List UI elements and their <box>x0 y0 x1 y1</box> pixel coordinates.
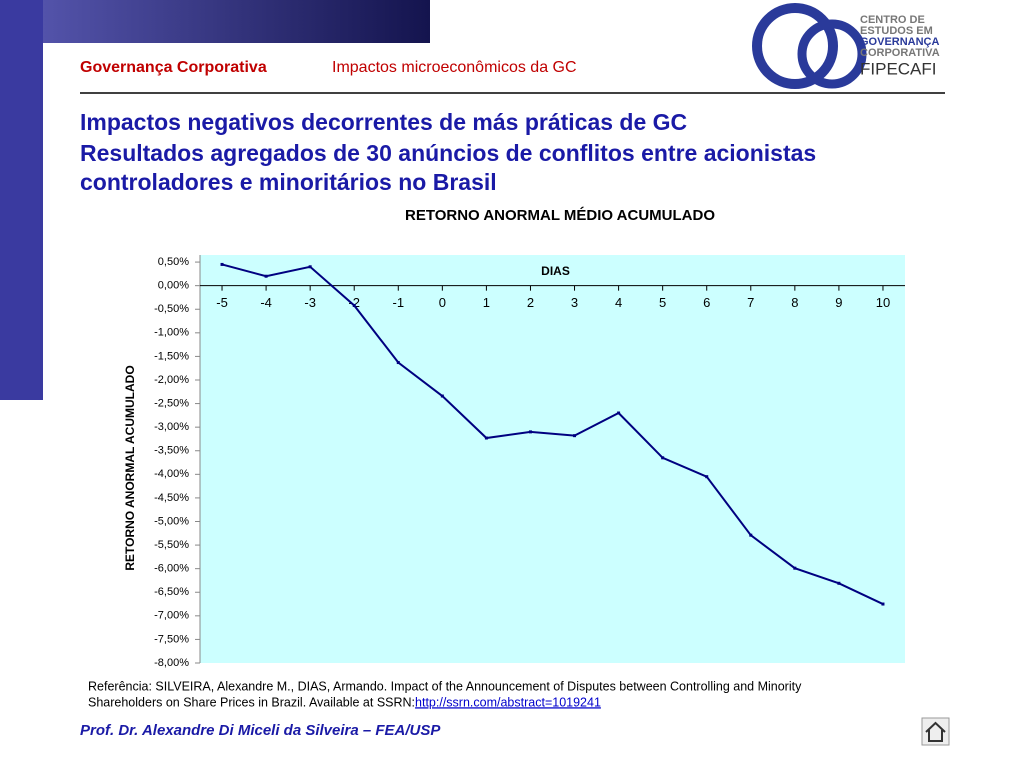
y-tick-label: 0,50% <box>158 256 189 268</box>
logo-text: CENTRO DE <box>860 14 925 26</box>
y-tick-label: -5,50% <box>154 539 189 551</box>
point <box>220 262 224 266</box>
point <box>881 602 885 606</box>
point <box>793 566 797 570</box>
x-tick-label: 8 <box>791 295 798 310</box>
y-tick-label: -2,50% <box>154 397 189 409</box>
y-tick-label: 0,00% <box>158 280 189 292</box>
y-tick-label: -7,50% <box>154 633 189 645</box>
point <box>352 303 356 307</box>
y-tick-label: -6,00% <box>154 563 189 575</box>
y-tick-label: -6,50% <box>154 586 189 598</box>
title-line: Resultados agregados de 30 anúncios de c… <box>80 140 816 166</box>
x-tick-label: -1 <box>393 295 405 310</box>
point <box>617 411 621 415</box>
plot: 0,50% 0,00% -0,50% -1,00% -1,50% -2,00% -2,50%… <box>123 255 905 669</box>
x-tick-label: 1 <box>483 295 490 310</box>
x-tick-label: 2 <box>527 295 534 310</box>
home-icon[interactable] <box>925 721 946 742</box>
point <box>749 533 753 537</box>
point <box>440 394 444 398</box>
point <box>264 274 268 278</box>
logo: CENTRO DE ESTUDOS EM GOVERNANÇA CORPORAT… <box>752 3 940 89</box>
y-tick-label: -0,50% <box>154 303 189 315</box>
side-band <box>0 0 43 400</box>
reference-line: Shareholders on Share Prices in Brazil. … <box>88 695 415 709</box>
point <box>573 434 577 438</box>
x-tick-label: 9 <box>835 295 842 310</box>
point <box>484 436 488 440</box>
logo-text: GOVERNANÇA <box>860 36 940 48</box>
logo-text: CORPORATIVA <box>860 47 940 59</box>
x-tick-label: -2 <box>348 295 360 310</box>
x-tick-label: -4 <box>260 295 272 310</box>
x-tick-label: -3 <box>304 295 316 310</box>
x-tick-label: 5 <box>659 295 666 310</box>
reference-link[interactable]: http://ssrn.com/abstract=1019241 <box>415 695 601 709</box>
logo-text: ESTUDOS EM <box>860 25 933 37</box>
y-tick-label: -1,50% <box>154 350 189 362</box>
title-line: Impactos negativos decorrentes de más pr… <box>80 109 687 135</box>
x-tick-label: 4 <box>615 295 622 310</box>
y-tick-label: -3,00% <box>154 421 189 433</box>
y-tick-label: -7,00% <box>154 610 189 622</box>
point <box>705 475 709 479</box>
x-tick-label: 6 <box>703 295 710 310</box>
x-tick-label: 3 <box>571 295 578 310</box>
point <box>661 456 665 460</box>
section: Governança Corporativa <box>80 59 267 76</box>
logo-text: FIPECAFI <box>860 59 937 78</box>
logo-ring <box>752 3 838 89</box>
x-tick-label: 7 <box>747 295 754 310</box>
point <box>837 581 841 585</box>
y-tick-label: -2,00% <box>154 374 189 386</box>
y-tick-label: -4,00% <box>154 468 189 480</box>
reference-line: Referência: SILVEIRA, Alexandre M., DIAS… <box>88 679 802 693</box>
top-band <box>0 0 430 43</box>
x-axis-title: DIAS <box>541 264 570 278</box>
chart-title: RETORNO ANORMAL MÉDIO ACUMULADO <box>405 207 715 224</box>
y-tick-label: -8,00% <box>154 657 189 669</box>
y-axis-title: RETORNO ANORMAL ACUMULADO <box>123 365 137 570</box>
y-tick-label: -4,50% <box>154 492 189 504</box>
plot-area <box>200 255 905 663</box>
y-tick-label: -1,00% <box>154 327 189 339</box>
y-tick-label: -3,50% <box>154 445 189 457</box>
y-tick-label: -5,00% <box>154 515 189 527</box>
point <box>528 430 532 434</box>
line-series <box>221 263 884 605</box>
title-line: controladores e minoritários no Brasil <box>80 169 497 195</box>
x-tick-label: 10 <box>876 295 890 310</box>
logo-ring <box>797 19 867 89</box>
point <box>396 361 400 365</box>
x-tick-label: -5 <box>216 295 228 310</box>
point <box>308 265 312 269</box>
topic: Impactos microeconômicos da GC <box>332 59 577 76</box>
footer-author: Prof. Dr. Alexandre Di Miceli da Silveir… <box>80 722 441 739</box>
home-button[interactable] <box>921 717 950 746</box>
x-tick-label: 0 <box>439 295 446 310</box>
